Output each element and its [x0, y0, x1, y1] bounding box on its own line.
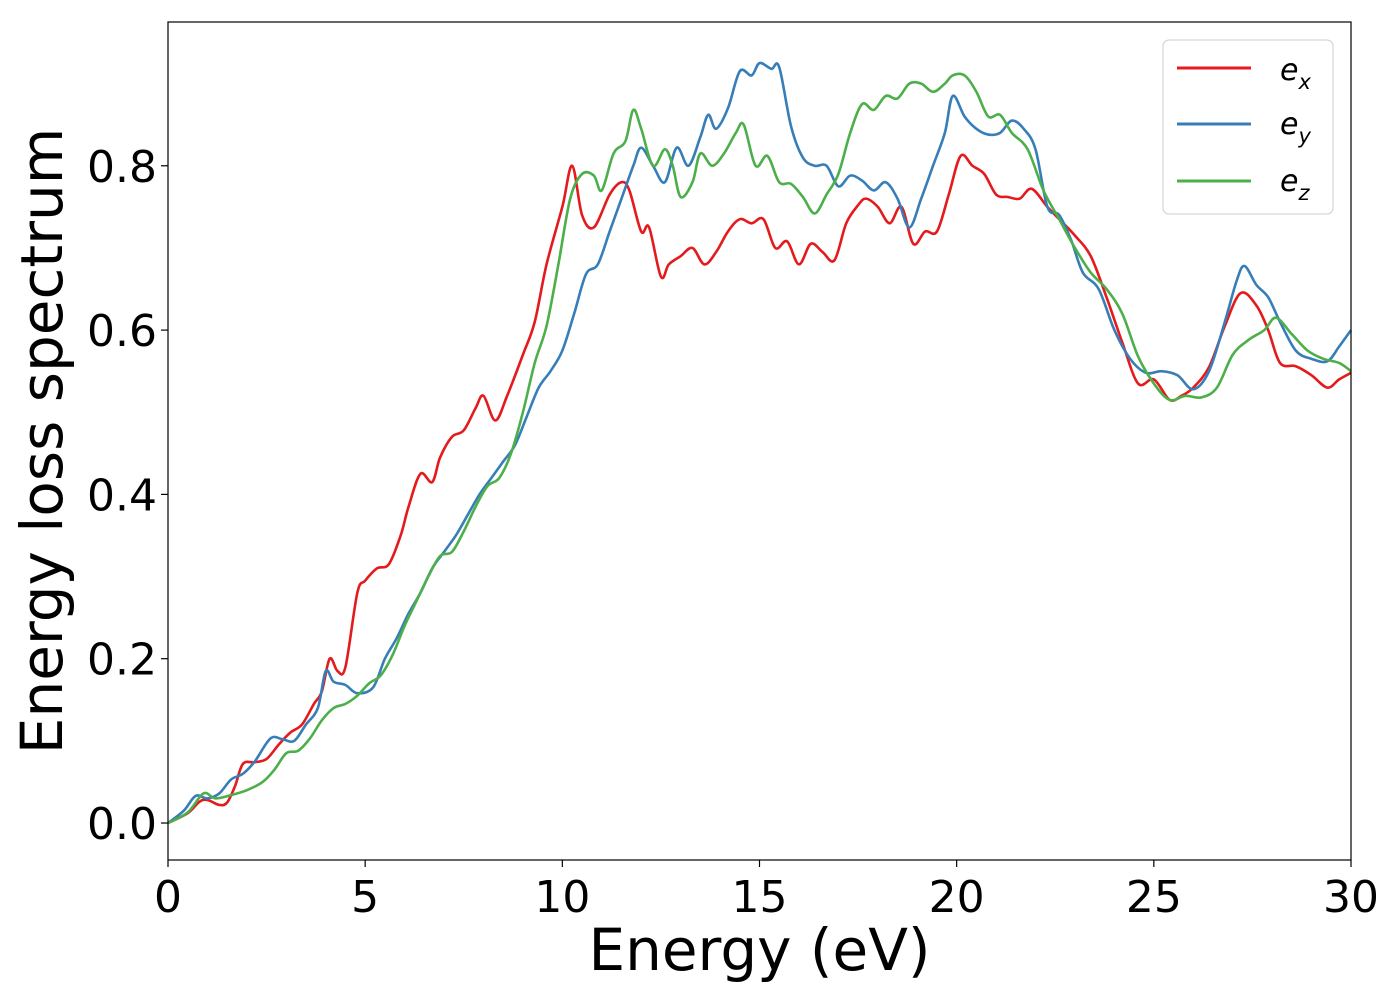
y-axis-title: Energy loss spectrum: [8, 128, 76, 754]
y-tick-label: 0.0: [87, 799, 157, 850]
x-tick-label: 0: [154, 872, 182, 923]
legend: ex ey ez: [1162, 39, 1334, 215]
x-tick-label: 15: [732, 872, 788, 923]
y-tick-label: 0.2: [87, 635, 157, 686]
x-axis-title: Energy (eV): [588, 916, 930, 984]
x-tick-label: 20: [929, 872, 985, 923]
x-tick-label: 10: [534, 872, 590, 923]
legend-box: [1162, 39, 1334, 215]
y-tick-label: 0.6: [87, 306, 157, 357]
y-tick-label: 0.4: [87, 470, 157, 521]
x-tick-label: 5: [351, 872, 379, 923]
series-line-ey: [167, 61, 1353, 825]
series-line-ez: [167, 72, 1352, 825]
series-line-ex: [167, 153, 1352, 825]
y-ticks: 0.0 0.2 0.4 0.6 0.8: [87, 142, 168, 850]
x-ticks: 0 5 10 15 20 25 30: [154, 860, 1379, 923]
legend-label-ex: ex: [1280, 53, 1311, 94]
x-tick-label: 25: [1126, 872, 1182, 923]
y-tick-label: 0.8: [87, 142, 157, 193]
legend-label-ez: ez: [1280, 164, 1310, 205]
x-tick-label: 30: [1323, 872, 1379, 923]
legend-label-ey: ey: [1280, 107, 1311, 148]
series-layer: [167, 61, 1353, 825]
